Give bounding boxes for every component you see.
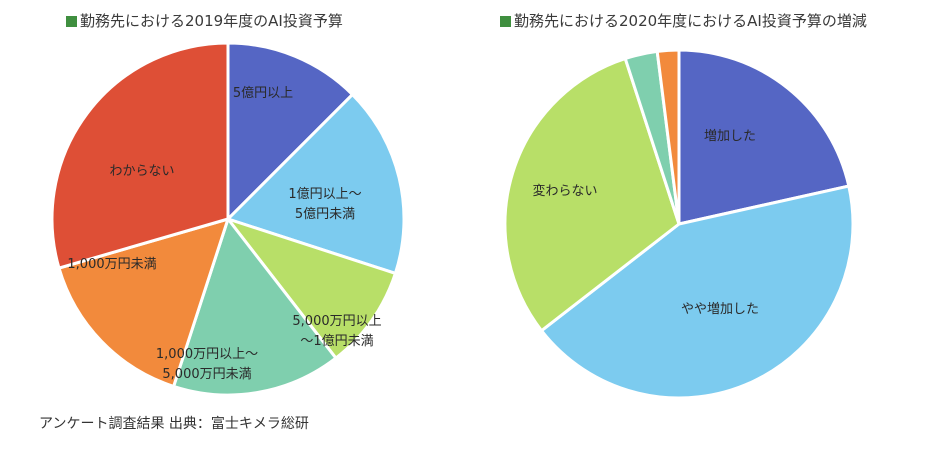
pie-slice <box>223 216 398 361</box>
slice-label: 5億円以上 <box>233 85 293 101</box>
pie-slice <box>539 184 855 400</box>
pie-slice <box>50 41 230 270</box>
chart-title-2020: 勤務先における2020年度におけるAI投資予算の増減 <box>500 10 867 31</box>
chart-title-2019: 勤務先における2019年度のAI投資予算 <box>66 10 343 31</box>
pie-slice <box>655 48 681 225</box>
slice-label: 増加した <box>704 129 756 144</box>
source-note: アンケート調査結果 出典：富士キメラ総研 <box>39 416 309 432</box>
pie-slice <box>225 92 406 276</box>
slice-label: わからない <box>109 164 174 179</box>
title-marker-icon <box>66 16 77 27</box>
chart-title-2019-text: 勤務先における2019年度のAI投資予算 <box>80 12 343 30</box>
pie-slice <box>503 56 681 333</box>
pie-slice <box>677 48 851 226</box>
slice-label: 1,000万円以上～ 5,000万円未満 <box>156 347 258 382</box>
slice-label: 1,000万円未満 <box>67 257 156 272</box>
pie-slice <box>57 216 231 389</box>
pie-slice <box>226 41 355 223</box>
slice-label: 1億円以上～ 5億円未満 <box>288 186 361 222</box>
slice-label: 変わらない <box>532 183 597 199</box>
chart-title-2020-text: 勤務先における2020年度におけるAI投資予算の増減 <box>514 12 867 30</box>
title-marker-icon <box>500 16 511 27</box>
slice-label: 5,000万円以上～1億円未満 <box>292 314 381 349</box>
slice-label: やや増加した <box>681 302 759 317</box>
